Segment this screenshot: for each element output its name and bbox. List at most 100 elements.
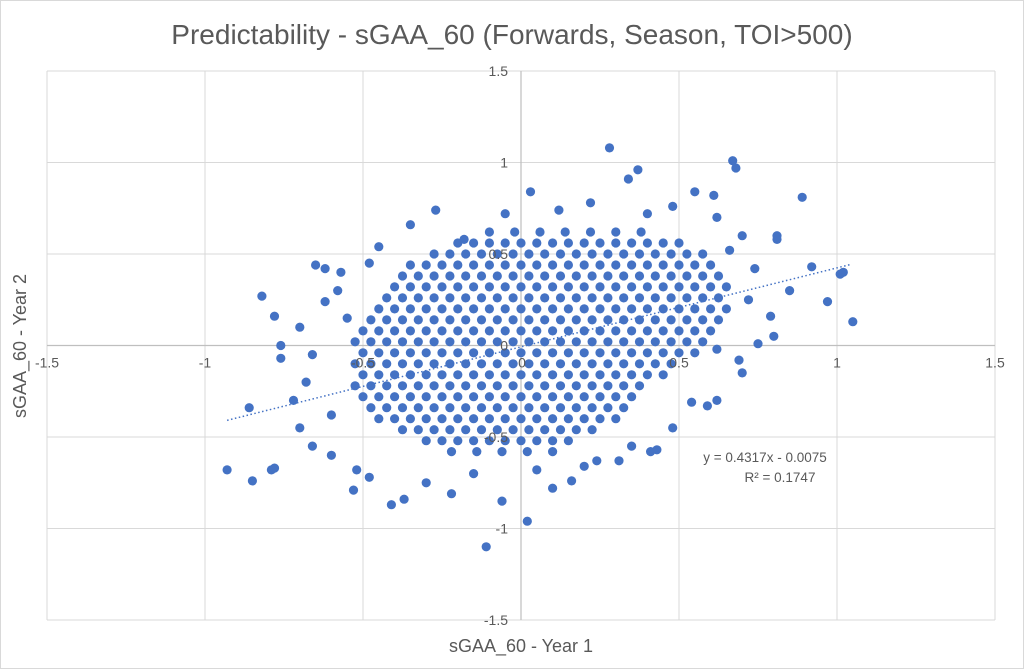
data-point <box>421 392 431 402</box>
data-point <box>437 304 447 314</box>
data-point <box>429 403 439 413</box>
data-point <box>627 348 637 358</box>
data-point <box>642 326 653 336</box>
data-point <box>587 249 597 259</box>
data-point <box>658 304 668 314</box>
data-point <box>484 392 494 402</box>
data-point <box>326 410 336 420</box>
data-point <box>269 463 280 473</box>
data-point <box>595 414 605 424</box>
data-point <box>619 337 629 347</box>
data-point <box>712 212 722 222</box>
data-point <box>540 403 550 413</box>
data-point <box>326 450 336 460</box>
data-point <box>769 331 779 341</box>
data-point <box>461 425 471 435</box>
data-point <box>421 478 431 488</box>
data-point <box>257 291 267 301</box>
data-point <box>698 315 708 325</box>
data-point <box>397 293 408 303</box>
data-point <box>445 271 455 281</box>
data-point <box>405 220 415 230</box>
data-point <box>642 304 653 314</box>
data-point <box>364 472 374 482</box>
data-point <box>713 293 724 303</box>
data-point <box>579 414 589 424</box>
data-point <box>658 282 668 292</box>
data-point <box>453 326 463 336</box>
r-squared-label: R² = 0.1747 <box>745 470 816 485</box>
data-point <box>579 282 589 292</box>
data-point <box>453 348 463 358</box>
data-point <box>459 234 469 244</box>
data-point <box>571 315 581 325</box>
data-point <box>508 359 518 369</box>
data-point <box>269 311 280 321</box>
data-point <box>822 297 833 307</box>
data-point <box>524 315 534 325</box>
data-point <box>469 304 479 314</box>
data-point <box>535 227 545 237</box>
data-point <box>698 271 708 281</box>
data-point <box>548 370 558 380</box>
data-point <box>619 293 629 303</box>
data-point <box>382 403 392 413</box>
data-point <box>571 359 581 369</box>
data-point <box>563 326 574 336</box>
data-point <box>276 353 286 363</box>
data-point <box>797 192 807 202</box>
data-point <box>413 315 423 325</box>
data-point <box>516 304 526 314</box>
data-point <box>421 370 431 380</box>
data-point <box>611 326 621 336</box>
data-point <box>555 293 566 303</box>
data-point <box>429 271 439 281</box>
data-point <box>429 337 439 347</box>
data-point <box>709 190 719 200</box>
data-point <box>579 348 589 358</box>
data-point <box>571 381 581 391</box>
tick-labels: -1.5 -1 -0.5 0 0.5 1 1.5 1.5 1 0.5 0 -0.5 -1 -1.5 <box>35 63 1005 628</box>
data-point <box>348 485 359 495</box>
data-point <box>642 282 653 292</box>
data-point <box>386 500 396 510</box>
data-point <box>437 348 447 358</box>
data-point <box>524 403 534 413</box>
data-point <box>516 392 526 402</box>
data-point <box>690 187 700 197</box>
data-point <box>706 304 716 314</box>
data-point <box>595 304 605 314</box>
data-point <box>540 425 550 435</box>
data-point <box>548 414 558 424</box>
data-point <box>712 395 722 405</box>
data-point <box>429 315 439 325</box>
data-point <box>524 249 534 259</box>
data-point <box>706 326 716 336</box>
data-point <box>563 238 574 248</box>
data-point <box>476 249 487 259</box>
data-point <box>548 447 558 457</box>
data-point <box>350 359 360 369</box>
x-tick-label: -1.5 <box>35 355 59 371</box>
data-point <box>592 456 602 466</box>
data-point <box>500 414 510 424</box>
x-tick-label: 1.5 <box>985 355 1005 371</box>
data-point <box>642 348 653 358</box>
trendline <box>226 263 850 422</box>
data-point <box>500 238 510 248</box>
data-point <box>611 414 621 424</box>
data-point <box>750 264 760 274</box>
data-point <box>603 359 613 369</box>
data-point <box>445 381 455 391</box>
data-point <box>666 315 676 325</box>
data-point <box>476 293 487 303</box>
data-point <box>666 271 676 281</box>
data-point <box>603 403 613 413</box>
data-point <box>766 311 776 321</box>
data-point <box>706 260 716 270</box>
data-point <box>540 359 550 369</box>
data-point <box>595 326 605 336</box>
data-point <box>413 337 423 347</box>
data-point <box>461 249 471 259</box>
